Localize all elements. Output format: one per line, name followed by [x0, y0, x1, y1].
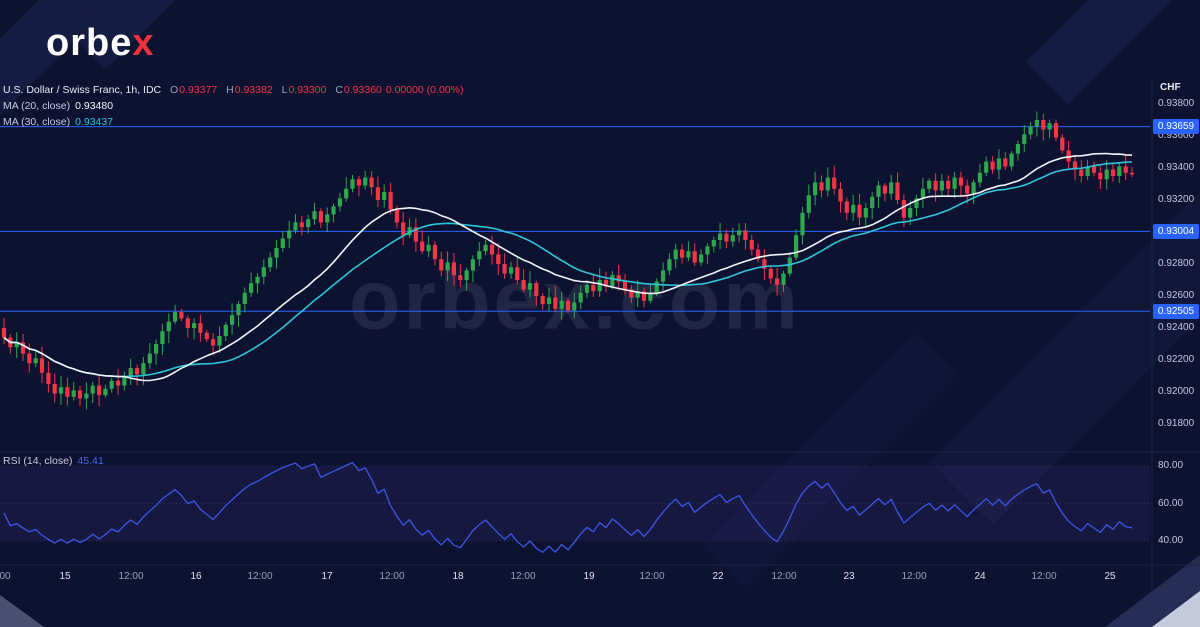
price-level-badge: 0.93004: [1153, 224, 1199, 239]
price-tick: 0.92600: [1158, 290, 1195, 301]
time-tick: 24: [974, 571, 986, 582]
high-value: 0.93382: [234, 84, 273, 96]
time-tick: 15: [59, 571, 71, 582]
price-tick: 0.93800: [1158, 98, 1195, 109]
time-tick: 22: [712, 571, 724, 582]
price-tick: 0.93200: [1158, 194, 1195, 205]
time-tick: 12:00: [639, 571, 665, 582]
price-tick: 0.92200: [1158, 354, 1195, 365]
price-level-badge: 0.93659: [1153, 119, 1199, 134]
ma20-label: MA (20, close): [3, 100, 71, 112]
time-tick: 12:00: [1031, 571, 1057, 582]
time-tick: 12:00: [379, 571, 405, 582]
open-label: O: [170, 84, 179, 96]
rsi-label: RSI (14, close): [3, 455, 73, 467]
low-value: 0.93300: [288, 84, 327, 96]
axis-currency-label: CHF: [1160, 82, 1181, 93]
rsi-value: 45.41: [77, 455, 104, 467]
price-tick: 0.91800: [1158, 418, 1195, 429]
time-tick: 23: [843, 571, 855, 582]
time-tick: 12:00: [510, 571, 536, 582]
price-tick: 0.93400: [1158, 162, 1195, 173]
decor-triangle: [1152, 591, 1200, 627]
low-label: L: [281, 84, 288, 96]
price-tick: 0.92800: [1158, 258, 1195, 269]
time-tick: 16: [190, 571, 202, 582]
open-value: 0.93377: [179, 84, 218, 96]
rsi-tick: 40.00: [1158, 535, 1184, 546]
ma30-row[interactable]: MA (30, close) 0.93437: [3, 114, 463, 130]
chart-legend: U.S. Dollar / Swiss Franc, 1h, IDC O0.93…: [3, 82, 463, 130]
ma30-label: MA (30, close): [3, 116, 71, 128]
price-level-badge: 0.92505: [1153, 304, 1199, 319]
price-axis[interactable]: 0.93800 0.93600 0.93400 0.93200 0.92800 0.926…: [1152, 0, 1200, 592]
time-tick: 17: [321, 571, 333, 582]
time-tick: 18: [452, 571, 464, 582]
time-axis[interactable]: 00 15 12:00 16 12:00 17 12:00 18 12:00 19 12:00 22 1…: [0, 566, 1152, 592]
logo-text: orbe: [46, 22, 133, 64]
rsi-tick: 80.00: [1158, 460, 1184, 471]
time-tick: 12:00: [118, 571, 144, 582]
close-value: 0.93360: [343, 84, 382, 96]
symbol-title[interactable]: U.S. Dollar / Swiss Franc, 1h, IDC: [3, 84, 162, 96]
time-tick: 00: [0, 571, 11, 582]
logo-x-mark: x: [132, 22, 155, 64]
close-label: C: [335, 84, 343, 96]
change-value: 0.00000 (0.00%): [385, 84, 464, 96]
time-tick: 12:00: [901, 571, 927, 582]
time-tick: 12:00: [771, 571, 797, 582]
time-tick: 12:00: [247, 571, 273, 582]
high-label: H: [226, 84, 234, 96]
decor-triangle: [0, 595, 44, 627]
rsi-tick: 60.00: [1158, 498, 1184, 509]
time-tick: 19: [583, 571, 595, 582]
symbol-row[interactable]: U.S. Dollar / Swiss Franc, 1h, IDC O0.93…: [3, 82, 463, 98]
ma20-row[interactable]: MA (20, close) 0.93480: [3, 98, 463, 114]
rsi-legend[interactable]: RSI (14, close) 45.41: [3, 455, 104, 467]
ma20-value: 0.93480: [75, 100, 114, 112]
ma30-value: 0.93437: [75, 116, 114, 128]
orbex-logo: orbex: [46, 22, 155, 65]
price-tick: 0.92400: [1158, 322, 1195, 333]
price-tick: 0.92000: [1158, 386, 1195, 397]
price-tick: 0.93600: [1158, 130, 1195, 141]
time-tick: 25: [1104, 571, 1116, 582]
